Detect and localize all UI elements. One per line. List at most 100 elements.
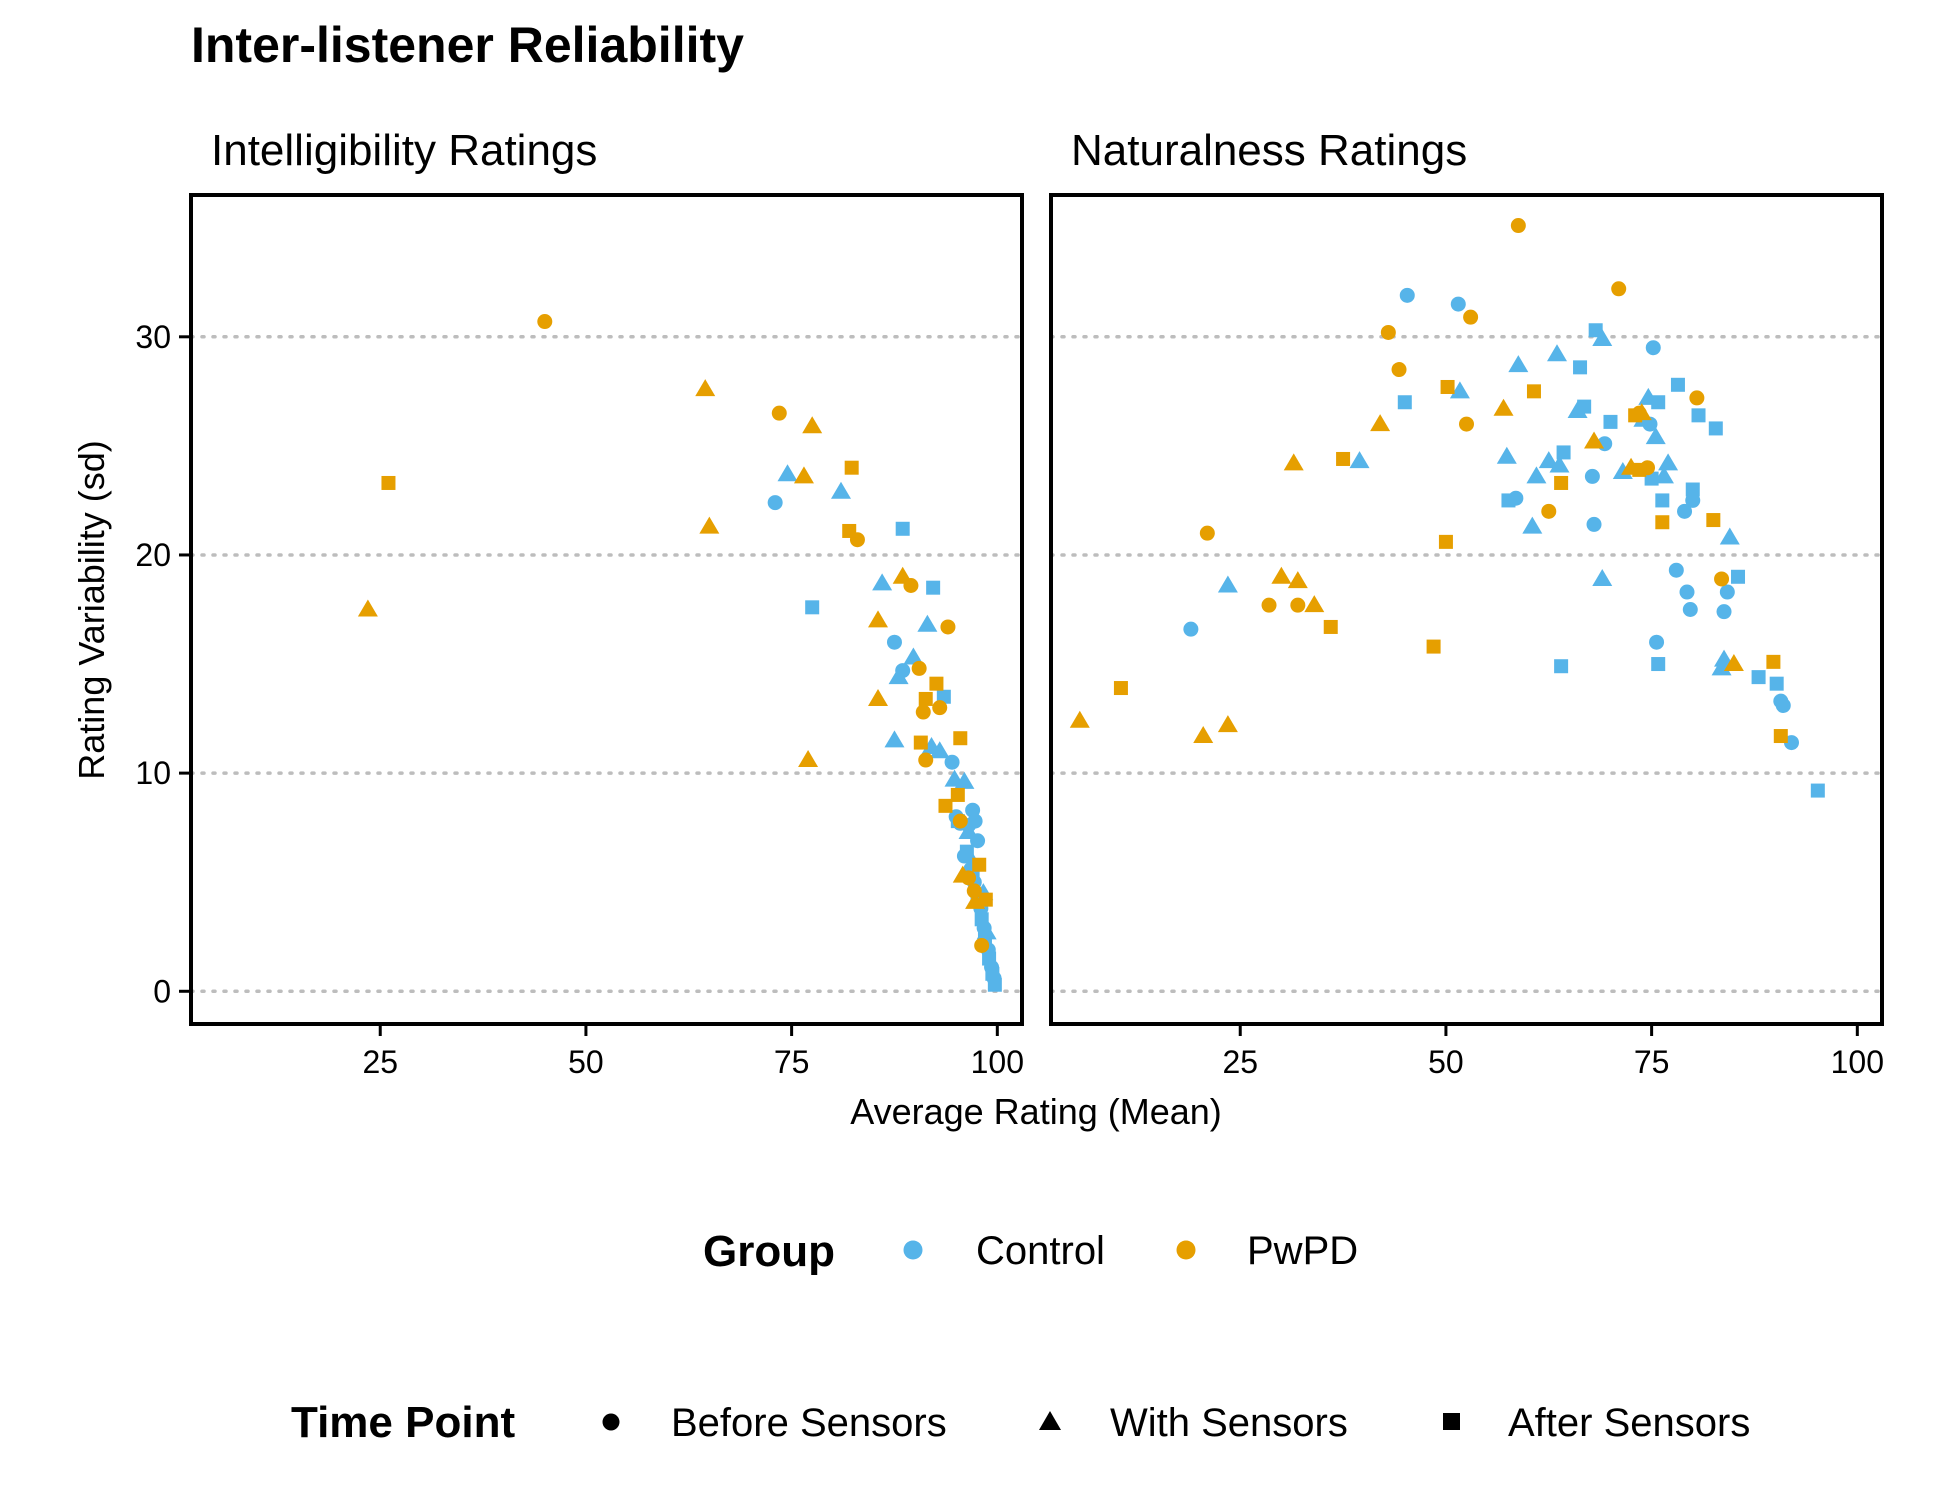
point-pwpd-after-sensors bbox=[1706, 513, 1721, 528]
y-tick-label: 20 bbox=[135, 537, 171, 573]
point-control-after-sensors bbox=[1651, 395, 1666, 410]
y-axis-ticks: 0 10 20 30 bbox=[135, 319, 189, 1009]
legend-label-before-sensors: Before Sensors bbox=[671, 1401, 947, 1445]
point-pwpd-after-sensors bbox=[1526, 384, 1541, 399]
point-control-with-sensors bbox=[958, 822, 979, 840]
point-control-with-sensors bbox=[777, 464, 798, 482]
point-pwpd-with-sensors bbox=[1584, 431, 1605, 449]
point-pwpd-with-sensors bbox=[1723, 654, 1744, 672]
point-pwpd-after-sensors bbox=[978, 892, 993, 907]
point-pwpd-with-sensors bbox=[1069, 710, 1090, 728]
point-control-with-sensors bbox=[1592, 328, 1613, 346]
point-control-before-sensors bbox=[967, 813, 983, 829]
legend-key-control bbox=[903, 1240, 923, 1260]
panel-naturalness: Naturalness Ratings 25 50 75 100 bbox=[1049, 126, 1884, 1080]
point-control-after-sensors bbox=[1810, 783, 1825, 798]
point-pwpd-with-sensors bbox=[1193, 726, 1214, 744]
point-pwpd-with-sensors bbox=[1271, 566, 1292, 584]
point-control-with-sensors bbox=[1496, 446, 1517, 464]
point-pwpd-after-sensors bbox=[842, 523, 857, 538]
point-pwpd-after-sensors bbox=[1554, 475, 1569, 490]
point-control-after-sensors bbox=[926, 580, 941, 595]
x-axis-ticks: 25 50 75 100 bbox=[1222, 1026, 1884, 1080]
point-control-after-sensors bbox=[1397, 395, 1412, 410]
point-control-with-sensors bbox=[917, 614, 938, 632]
point-pwpd-before-sensors bbox=[918, 752, 934, 768]
y-tick-label: 0 bbox=[153, 973, 171, 1009]
point-pwpd-with-sensors bbox=[798, 750, 819, 768]
point-pwpd-with-sensors bbox=[1287, 571, 1308, 589]
point-pwpd-after-sensors bbox=[1628, 408, 1643, 423]
point-control-after-sensors bbox=[1685, 482, 1700, 497]
point-control-before-sensors bbox=[1649, 634, 1665, 650]
point-pwpd-with-sensors bbox=[868, 688, 889, 706]
point-control-after-sensors bbox=[1691, 408, 1706, 423]
point-control-before-sensors bbox=[1679, 584, 1695, 600]
point-control-before-sensors bbox=[1450, 296, 1466, 312]
point-control-after-sensors bbox=[959, 844, 974, 859]
point-pwpd-before-sensors bbox=[771, 405, 787, 421]
point-control-before-sensors bbox=[944, 754, 960, 770]
legend-label-with-sensors: With Sensors bbox=[1110, 1401, 1348, 1445]
point-control-after-sensors bbox=[1751, 670, 1766, 685]
point-control-with-sensors bbox=[954, 771, 975, 789]
point-pwpd-after-sensors bbox=[1440, 379, 1455, 394]
point-control-with-sensors bbox=[1653, 466, 1674, 484]
point-control-with-sensors bbox=[1538, 451, 1559, 469]
point-pwpd-before-sensors bbox=[915, 704, 931, 720]
x-tick-label: 50 bbox=[1428, 1044, 1464, 1080]
point-pwpd-after-sensors bbox=[1426, 639, 1441, 654]
legend-label-control: Control bbox=[976, 1229, 1105, 1273]
point-pwpd-before-sensors bbox=[952, 813, 968, 829]
point-control-after-sensors bbox=[1670, 377, 1685, 392]
point-control-after-sensors bbox=[1708, 421, 1723, 436]
legend-label-after-sensors: After Sensors bbox=[1508, 1401, 1750, 1445]
point-pwpd-with-sensors bbox=[892, 566, 913, 584]
legend-title-time-point: Time Point bbox=[291, 1398, 515, 1447]
legend-time-point: Time Point Before Sensors With Sensors A… bbox=[291, 1398, 1750, 1447]
x-axis-title: Average Rating (Mean) bbox=[850, 1091, 1222, 1132]
point-pwpd-after-sensors bbox=[1766, 654, 1781, 669]
point-control-with-sensors bbox=[1592, 568, 1613, 586]
point-control-before-sensors bbox=[1668, 562, 1684, 578]
point-pwpd-before-sensors bbox=[911, 660, 927, 676]
facet-title-intelligibility: Intelligibility Ratings bbox=[211, 126, 597, 175]
point-pwpd-before-sensors bbox=[940, 619, 956, 635]
point-pwpd-before-sensors bbox=[1541, 503, 1557, 519]
point-control-with-sensors bbox=[929, 741, 950, 759]
point-pwpd-after-sensors bbox=[1336, 451, 1351, 466]
point-pwpd-with-sensors bbox=[1283, 453, 1304, 471]
point-control-after-sensors bbox=[1573, 360, 1588, 375]
point-control-with-sensors bbox=[872, 573, 893, 591]
point-pwpd-with-sensors bbox=[699, 516, 720, 534]
point-pwpd-after-sensors bbox=[1113, 681, 1128, 696]
point-control-after-sensors bbox=[1651, 657, 1666, 672]
y-tick-label: 10 bbox=[135, 755, 171, 791]
point-control-after-sensors bbox=[1588, 323, 1603, 338]
point-pwpd-before-sensors bbox=[966, 883, 982, 899]
point-pwpd-after-sensors bbox=[950, 787, 965, 802]
point-pwpd-before-sensors bbox=[537, 314, 553, 330]
gridlines bbox=[189, 335, 1024, 994]
point-pwpd-with-sensors bbox=[802, 416, 823, 434]
point-control-after-sensors bbox=[982, 951, 997, 966]
point-control-with-sensors bbox=[1508, 355, 1529, 373]
chart-title: Inter-listener Reliability bbox=[191, 17, 744, 73]
y-axis-title: Rating Variability (sd) bbox=[71, 440, 112, 779]
point-control-before-sensors bbox=[1677, 503, 1693, 519]
legend-group: Group Control PwPD bbox=[703, 1227, 1358, 1276]
legend-key-after-sensors bbox=[1443, 1413, 1460, 1430]
point-control-with-sensors bbox=[1217, 575, 1238, 593]
legend-key-with-sensors bbox=[1039, 1411, 1061, 1430]
point-control-before-sensors bbox=[1645, 340, 1661, 356]
gridlines bbox=[1049, 335, 1884, 994]
point-control-after-sensors bbox=[805, 600, 820, 615]
point-pwpd-with-sensors bbox=[793, 466, 814, 484]
point-control-after-sensors bbox=[895, 521, 910, 536]
point-control-after-sensors bbox=[1769, 676, 1784, 691]
legend-label-pwpd: PwPD bbox=[1247, 1229, 1358, 1273]
point-control-before-sensors bbox=[1399, 287, 1415, 303]
point-control-with-sensors bbox=[884, 730, 905, 748]
point-pwpd-with-sensors bbox=[1370, 414, 1391, 432]
